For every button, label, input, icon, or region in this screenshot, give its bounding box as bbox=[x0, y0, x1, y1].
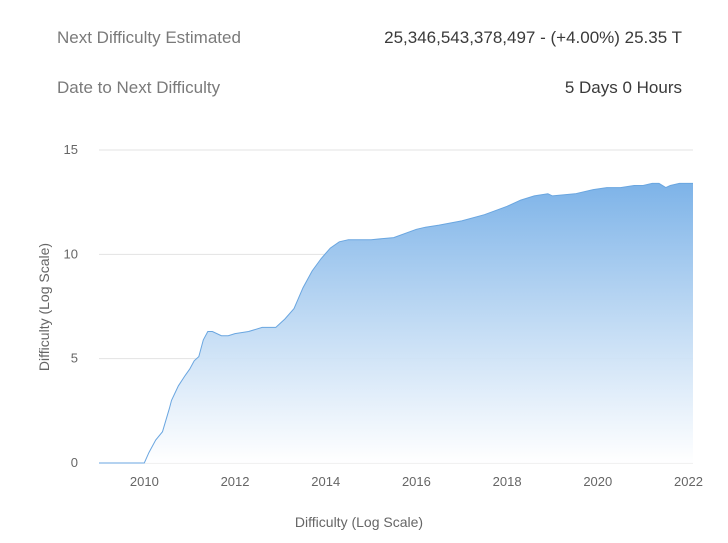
date-to-next-difficulty-label: Date to Next Difficulty bbox=[57, 78, 221, 97]
next-difficulty-row: Next Difficulty Estimated 25,346,543,378… bbox=[57, 23, 682, 53]
x-tick-label: 2018 bbox=[493, 474, 522, 489]
date-to-next-difficulty-row: Date to Next Difficulty 5 Days 0 Hours bbox=[57, 73, 682, 103]
x-tick-label: 2016 bbox=[402, 474, 431, 489]
y-axis-title: Difficulty (Log Scale) bbox=[36, 243, 52, 371]
date-to-next-difficulty-value: 5 Days 0 Hours bbox=[564, 78, 682, 97]
x-tick-label: 2022 bbox=[674, 474, 703, 489]
y-tick-label: 5 bbox=[71, 351, 78, 366]
y-tick-label: 15 bbox=[64, 142, 78, 157]
next-difficulty-label: Next Difficulty Estimated bbox=[57, 28, 241, 47]
next-difficulty-value: 25,346,543,378,497 - (+4.00%) 25.35 T bbox=[384, 28, 682, 47]
difficulty-area bbox=[99, 183, 693, 463]
difficulty-line bbox=[99, 182, 693, 464]
x-axis-ticks: 2010 2012 2014 2016 2018 2020 2022 bbox=[130, 474, 703, 489]
x-tick-label: 2020 bbox=[583, 474, 612, 489]
y-axis-ticks: 0 5 10 15 bbox=[64, 142, 78, 470]
x-axis-title: Difficulty (Log Scale) bbox=[295, 514, 423, 530]
x-tick-label: 2014 bbox=[311, 474, 340, 489]
x-tick-label: 2010 bbox=[130, 474, 159, 489]
y-tick-label: 10 bbox=[64, 246, 78, 261]
y-tick-label: 0 bbox=[71, 455, 78, 470]
x-tick-label: 2012 bbox=[221, 474, 250, 489]
